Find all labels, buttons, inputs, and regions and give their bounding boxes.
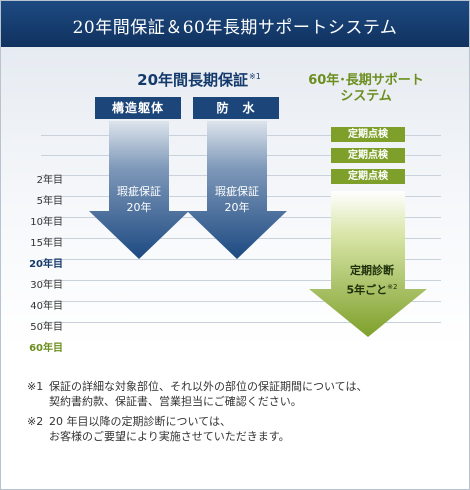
year-label-5: 5年目 (36, 196, 63, 207)
warranty-title: 20年間長期保証※1 (99, 69, 299, 90)
support-title-line2: システム (340, 89, 392, 104)
arrow-text-line2: 20年 (224, 201, 250, 214)
warranty-arrow-waterproof (187, 121, 287, 259)
diagnosis-interval: 5年ごと (346, 283, 388, 297)
arrow-text-line2: 20年 (126, 201, 152, 214)
footnote-mark: ※1 (27, 380, 44, 393)
footnote-line: 20 年目以降の定期診断については、 (49, 415, 231, 428)
footnote-line: お客様のご要望により実施させていただきます。 (49, 430, 290, 443)
diagnosis-note-mark: ※2 (387, 283, 398, 291)
footnote-line: 契約書約款、保証書、営業担当にご確認ください。 (49, 395, 302, 408)
footnotes: ※1 保証の詳細な対象部位、それ以外の部位の保証期間については、 契約書約款、保… (27, 379, 457, 449)
inspection-badge: 定期点検 (331, 127, 405, 142)
support-arrow (309, 191, 427, 337)
footnote-1: ※1 保証の詳細な対象部位、それ以外の部位の保証期間については、 契約書約款、保… (27, 379, 457, 409)
arrows-graphic (89, 121, 427, 337)
footnote-2: ※2 20 年目以降の定期診断については、 お客様のご要望により実施させていただ… (27, 414, 457, 444)
diagnosis-text: 定期診断 5年ごと※2 (317, 263, 427, 299)
header-bar: 20年間保証＆60年長期サポートシステム (1, 1, 469, 47)
year-label-30: 30年目 (30, 280, 63, 291)
footnote-line: 保証の詳細な対象部位、それ以外の部位の保証期間については、 (49, 380, 368, 393)
year-label-15: 15年目 (30, 238, 63, 249)
inspection-badge: 定期点検 (331, 148, 405, 163)
year-label-10: 10年目 (30, 217, 63, 228)
gridline (41, 322, 441, 323)
gridline (41, 280, 441, 281)
arrow-text-line1: 瑕疵保証 (117, 185, 161, 198)
year-label-40: 40年目 (30, 301, 63, 312)
year-label-2: 2年目 (36, 175, 63, 186)
inspection-badge: 定期点検 (331, 169, 405, 184)
warranty-title-text: 20年間長期保証 (137, 71, 249, 89)
gridline (41, 259, 441, 260)
header-title: 20年間保証＆60年長期サポートシステム (72, 18, 398, 38)
footnote-mark: ※2 (27, 415, 44, 428)
gridline (41, 301, 441, 302)
column-label-waterproof: 防 水 (193, 97, 279, 119)
support-title-line1: 60年･長期サポート (308, 73, 424, 88)
year-label-60: 60年目 (29, 343, 63, 354)
warranty-arrow-structure (89, 121, 189, 259)
warranty-arrow-waterproof-text: 瑕疵保証 20年 (207, 184, 267, 216)
warranty-title-note-mark: ※1 (249, 72, 261, 81)
arrow-text-line1: 瑕疵保証 (215, 185, 259, 198)
support-title: 60年･長期サポート システム (291, 73, 441, 105)
diagnosis-line1: 定期診断 (350, 264, 394, 277)
diagnosis-line2: 5年ごと※2 (317, 279, 427, 299)
warranty-arrow-structure-text: 瑕疵保証 20年 (109, 184, 169, 216)
year-label-20: 20年目 (29, 259, 63, 270)
year-label-50: 50年目 (30, 322, 63, 333)
column-label-structure: 構造躯体 (95, 97, 181, 119)
